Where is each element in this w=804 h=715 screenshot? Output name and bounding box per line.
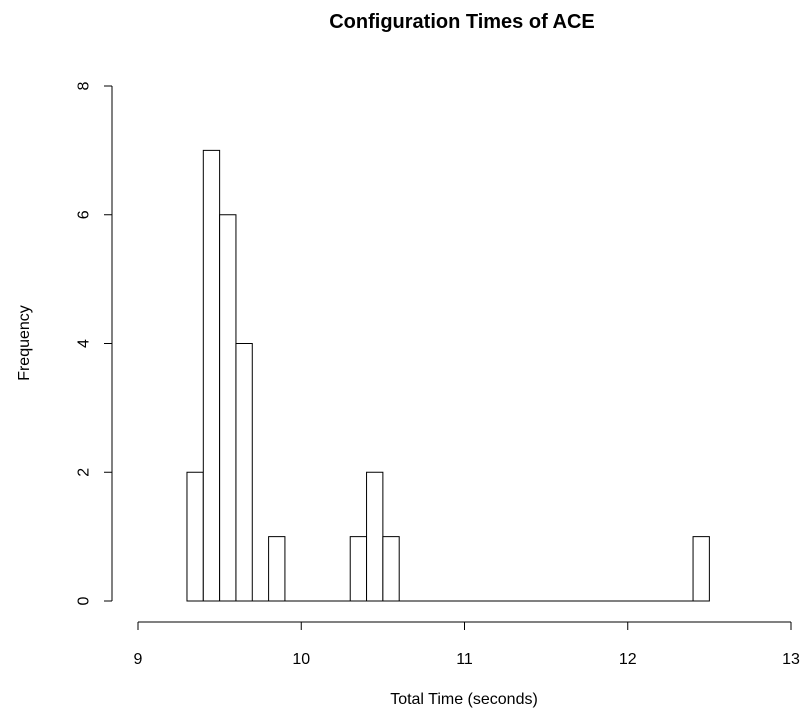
x-tick-label: 11 bbox=[456, 651, 473, 668]
histogram-bar-1 bbox=[202, 149, 221, 602]
x-axis-ticks: 9 10 11 12 13 bbox=[134, 622, 800, 668]
x-tick-label: 12 bbox=[619, 651, 637, 668]
x-tick-label: 13 bbox=[782, 651, 800, 668]
histogram-bar-2 bbox=[219, 214, 237, 602]
y-axis-label: Frequency bbox=[16, 305, 33, 381]
x-tick-label: 9 bbox=[134, 651, 143, 668]
y-tick-label: 8 bbox=[76, 81, 93, 90]
y-tick-label: 0 bbox=[76, 596, 93, 605]
histogram-bar-4 bbox=[268, 536, 286, 602]
y-tick-label: 4 bbox=[76, 339, 93, 348]
histogram-bar-7 bbox=[382, 536, 400, 602]
y-axis-ticks: 0 2 4 6 8 bbox=[76, 81, 112, 605]
histogram-bar-0 bbox=[186, 471, 204, 602]
histogram-bar-8 bbox=[692, 536, 710, 602]
x-tick-label: 10 bbox=[292, 651, 310, 668]
y-tick-label: 6 bbox=[76, 210, 93, 219]
bars-group bbox=[186, 149, 710, 602]
histogram-bar-5 bbox=[349, 536, 368, 602]
chart-title: Configuration Times of ACE bbox=[329, 11, 595, 33]
x-axis-label: Total Time (seconds) bbox=[390, 691, 538, 708]
histogram-bar-6 bbox=[366, 471, 384, 602]
histogram-bar-3 bbox=[235, 343, 253, 602]
y-tick-label: 2 bbox=[76, 468, 93, 477]
